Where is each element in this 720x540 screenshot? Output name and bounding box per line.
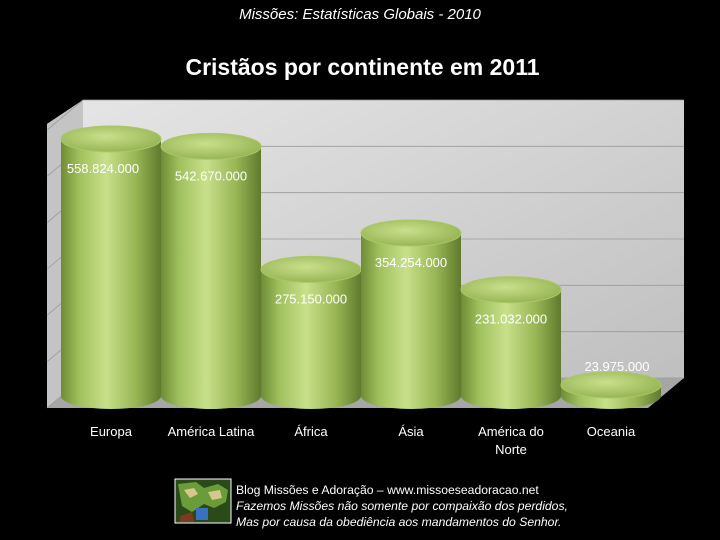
x-tick-label: América do Norte [478,424,544,457]
x-tick-label: Ásia [398,424,424,439]
chart-data-labels: 558.824.000 542.670.000 275.150.000 354.254… [67,161,650,374]
chart-title: Cristãos por continente em 2011 [185,54,540,80]
bar-body [61,138,161,409]
data-label: 558.824.000 [67,161,139,176]
bar-chart: 558.824.000 542.670.000 275.150.000 354.254… [46,99,684,457]
gridline [46,99,684,131]
footer-blog-line: Blog Missões e Adoração – www.missoesead… [236,483,539,497]
footer-motto-line-1: Fazemos Missões não somente por compaixã… [236,499,568,513]
bar-top [360,219,462,247]
bar [460,276,562,409]
data-label: 354.254.000 [375,255,447,270]
bar-body [161,146,261,409]
bar-body [261,269,361,409]
bar [60,125,162,409]
footer-text: Blog Missões e Adoração – www.missoesead… [236,482,568,530]
x-tick-label: Oceania [587,424,636,439]
data-label: 231.032.000 [475,312,547,327]
x-tick-label: América Latina [168,424,255,439]
data-label: 275.150.000 [275,291,347,306]
bar-top [60,125,162,153]
globe-map-icon [174,478,232,524]
page-title: Missões: Estatísticas Globais - 2010 [239,6,481,23]
bar-body [461,289,561,409]
bar [160,132,262,409]
bar [560,371,662,409]
bar-top [260,255,362,283]
chart-x-tick-labels: Europa América Latina África Ásia América do… [90,424,636,457]
bar [360,219,462,409]
footer-motto-line-2: Mas por causa da obediência aos mandamen… [236,515,562,529]
bar-top [160,132,262,160]
x-tick-label: África [294,424,328,439]
footer: Blog Missões e Adoração – www.missoesead… [174,478,714,534]
data-label: 23.975.000 [584,359,649,374]
bar-body [361,233,461,409]
bar [260,255,362,409]
x-tick-label: Europa [90,424,133,439]
bar-top [560,371,662,399]
data-label: 542.670.000 [175,168,247,183]
chart-bars [60,125,662,409]
bar-top [460,276,562,304]
